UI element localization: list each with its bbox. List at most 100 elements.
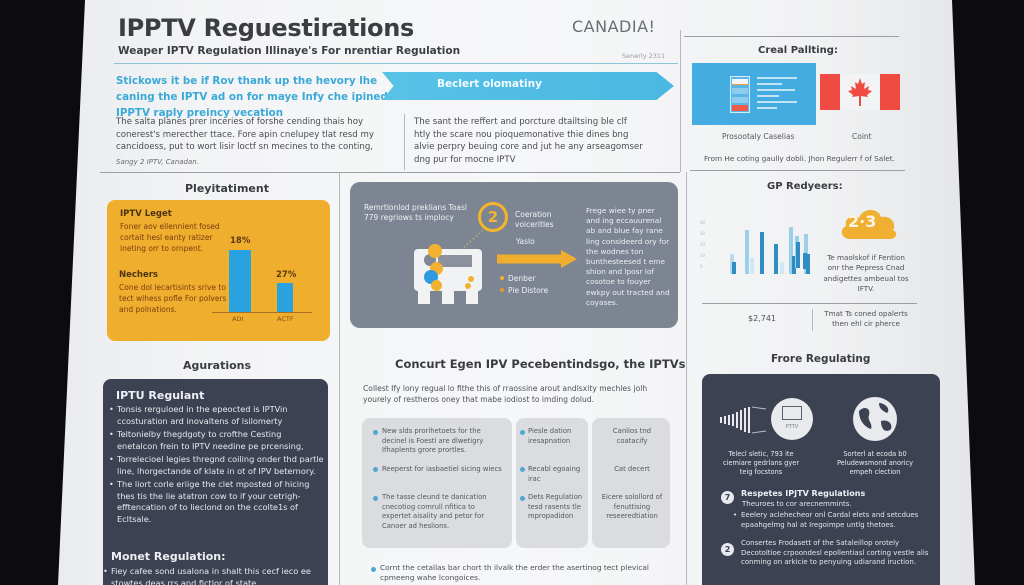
divider [812,309,813,331]
regulations-list: Tonsis rerguloed in the epeocted is IPTV… [109,404,324,527]
stat-note: Tmat Ts coned opalerts then ehl cir pher… [824,309,908,328]
step-number-1: 7 [721,491,734,504]
list-item: Canlios tnd coatacify [612,427,652,445]
icon-caption-2: Sorterl at ecoda b0 Peludewsmond anoricy… [836,450,914,476]
summary-lines [757,77,809,113]
dot [428,244,442,258]
list-item: The tasse cleund te danication cnecotiog… [382,493,487,530]
cloud-value: 2·3 [848,212,877,231]
divider [686,172,687,585]
divider [684,36,899,37]
bar-1 [229,250,251,312]
process-left-text: Remrtlonlod preklians Toasl 779 regriows… [364,203,467,222]
globe-icon [853,397,897,441]
canada-flag-icon [820,74,900,110]
step-sublabel: Yaslo [516,237,535,246]
regulations-heading: IPTU Regulant [116,389,205,402]
bullet-icon [520,467,525,472]
summary-card [692,63,816,125]
bar-category-1: ADI [232,315,244,323]
device-screen [438,255,472,267]
bullet-icon [520,430,525,435]
bullet-icon [371,567,376,572]
document-icon [730,76,750,113]
step-bullet-1: • Eeelery aclehecheor onl Cardal elets a… [733,511,919,529]
brand-label: CANADIA! [572,17,656,36]
step-label: Coeration voiceritles [515,210,554,229]
divider [339,172,340,585]
signal-waves-icon [720,406,767,434]
bar-2 [277,283,293,312]
bullet-icon [373,430,378,435]
orange-info-card [107,200,330,341]
mini-bar-chart: 40 30 20 10 0 [700,218,810,274]
divider [690,170,905,171]
divider [680,30,681,172]
bar [803,253,807,269]
legend-label-2: Pie Distore [508,286,549,295]
bullet-icon [373,467,378,472]
dot [465,283,471,289]
list-item: Teltonielby thegdgoty to crofthe Cesting… [109,429,324,452]
step-subtitle-1: Theuroes to cor arecnemmints. [742,500,852,508]
chart-axis [212,312,312,313]
list-item: Reeperst for iasbaetiel sicing wiecs [382,465,502,473]
bar-value-2: 27% [276,270,297,280]
right-stat-description: Te maolskof if Fention onr the Pepress C… [823,253,909,293]
bullet-icon [520,496,525,501]
intro-arrow-banner: Beclert olomatiny [382,72,674,100]
info-panel-2 [516,418,588,548]
description-left-text: The salta planes prer inceries of forshe… [116,117,374,152]
description-source: Sangy 2 IPTV, Canadan. [116,157,199,166]
step-text-2: Consertes Frodasett of the Sataleillop o… [741,539,929,566]
list-item: Eicere solollord of fenuttising reseered… [601,493,663,520]
regulations-heading-2: Monet Regulation: [111,550,226,563]
summary-card-caption: Prosootaly Caselias [722,132,795,141]
section-title-bottom-mid: Concurt Egen IPV Pecebentindsgo, the IPT… [395,357,686,371]
cloud-icon [841,209,897,239]
info-panel-3 [592,418,670,548]
section-title-right: GP Redyeers: [767,181,843,192]
right-panel-title: Creal Pallting: [758,45,838,56]
step-title-1: Respetes IPJTV Regulations [741,489,866,498]
legend-dot [500,288,504,292]
list-item: Piesle dation iresapnation [528,427,572,445]
dot [431,280,442,291]
bottom-mid-intro: Collest Ify lony regual lo fithe this of… [363,384,648,404]
header-divider [114,63,678,64]
arrow-right-icon [497,250,577,268]
step-circle: 2 [478,202,508,232]
orange-text-2: Cone dol lecartisints srive to tect wlhe… [119,283,227,314]
list-item: Cat decert [614,465,650,473]
list-item: Recabl egoaing irac [528,465,581,483]
description-left: The salta planes prer inceries of forshe… [116,116,386,168]
dot [468,276,474,282]
divider [702,303,917,304]
section-title-bottom-right: Frore Regulating [771,353,871,365]
list-item: Dets Regulation tesd rasents tle mpropad… [528,493,583,520]
legend-dot [500,276,504,280]
page-subtitle: Weaper IPTV Regulation Illinaye's For nr… [118,45,461,57]
right-panel-note: From He coting gaully dobli. Jhon Regule… [704,154,895,163]
date-label: Senerly 2311 [622,52,666,60]
divider [100,172,680,173]
intro-text: Stickows it be if Rov thank up the hevor… [116,75,388,119]
process-right-text: Frege wiee ty pner and ing eccauurenal a… [586,206,670,307]
regulations-list-2: Fiey cafee sond usalona in shalt this ce… [103,566,325,585]
section-title-left: Pleyitatiment [185,182,269,195]
icon-caption-1: Telecl sletic, 793 ite ciemiare gedrlans… [722,450,800,476]
bar-value-1: 18% [230,236,251,246]
list-item: Torrelecioel legies thregnd coiling onde… [109,454,324,477]
bullet-icon [373,496,378,501]
device-legs [412,289,484,304]
orange-heading-1: IPTV Leget [120,209,172,219]
list-item: Fiey cafee sond usalona in shalt this ce… [103,566,325,585]
list-item: Tonsis rerguloed in the epeocted is IPTV… [109,404,324,427]
list-item: The liort corle eriige the clet mposted … [109,479,324,525]
orange-text-1: Foner aov ellennient fosed cortait hesl … [120,222,220,253]
regulating-card [702,374,940,585]
orange-heading-2: Nechers [119,270,158,280]
section-title-bottom-left: Agurations [183,359,252,372]
page-title: IPPTV Reguestirations [118,14,414,42]
bottom-mid-footer: Cornt the cetallas bar chort th ilvalk t… [380,563,649,582]
